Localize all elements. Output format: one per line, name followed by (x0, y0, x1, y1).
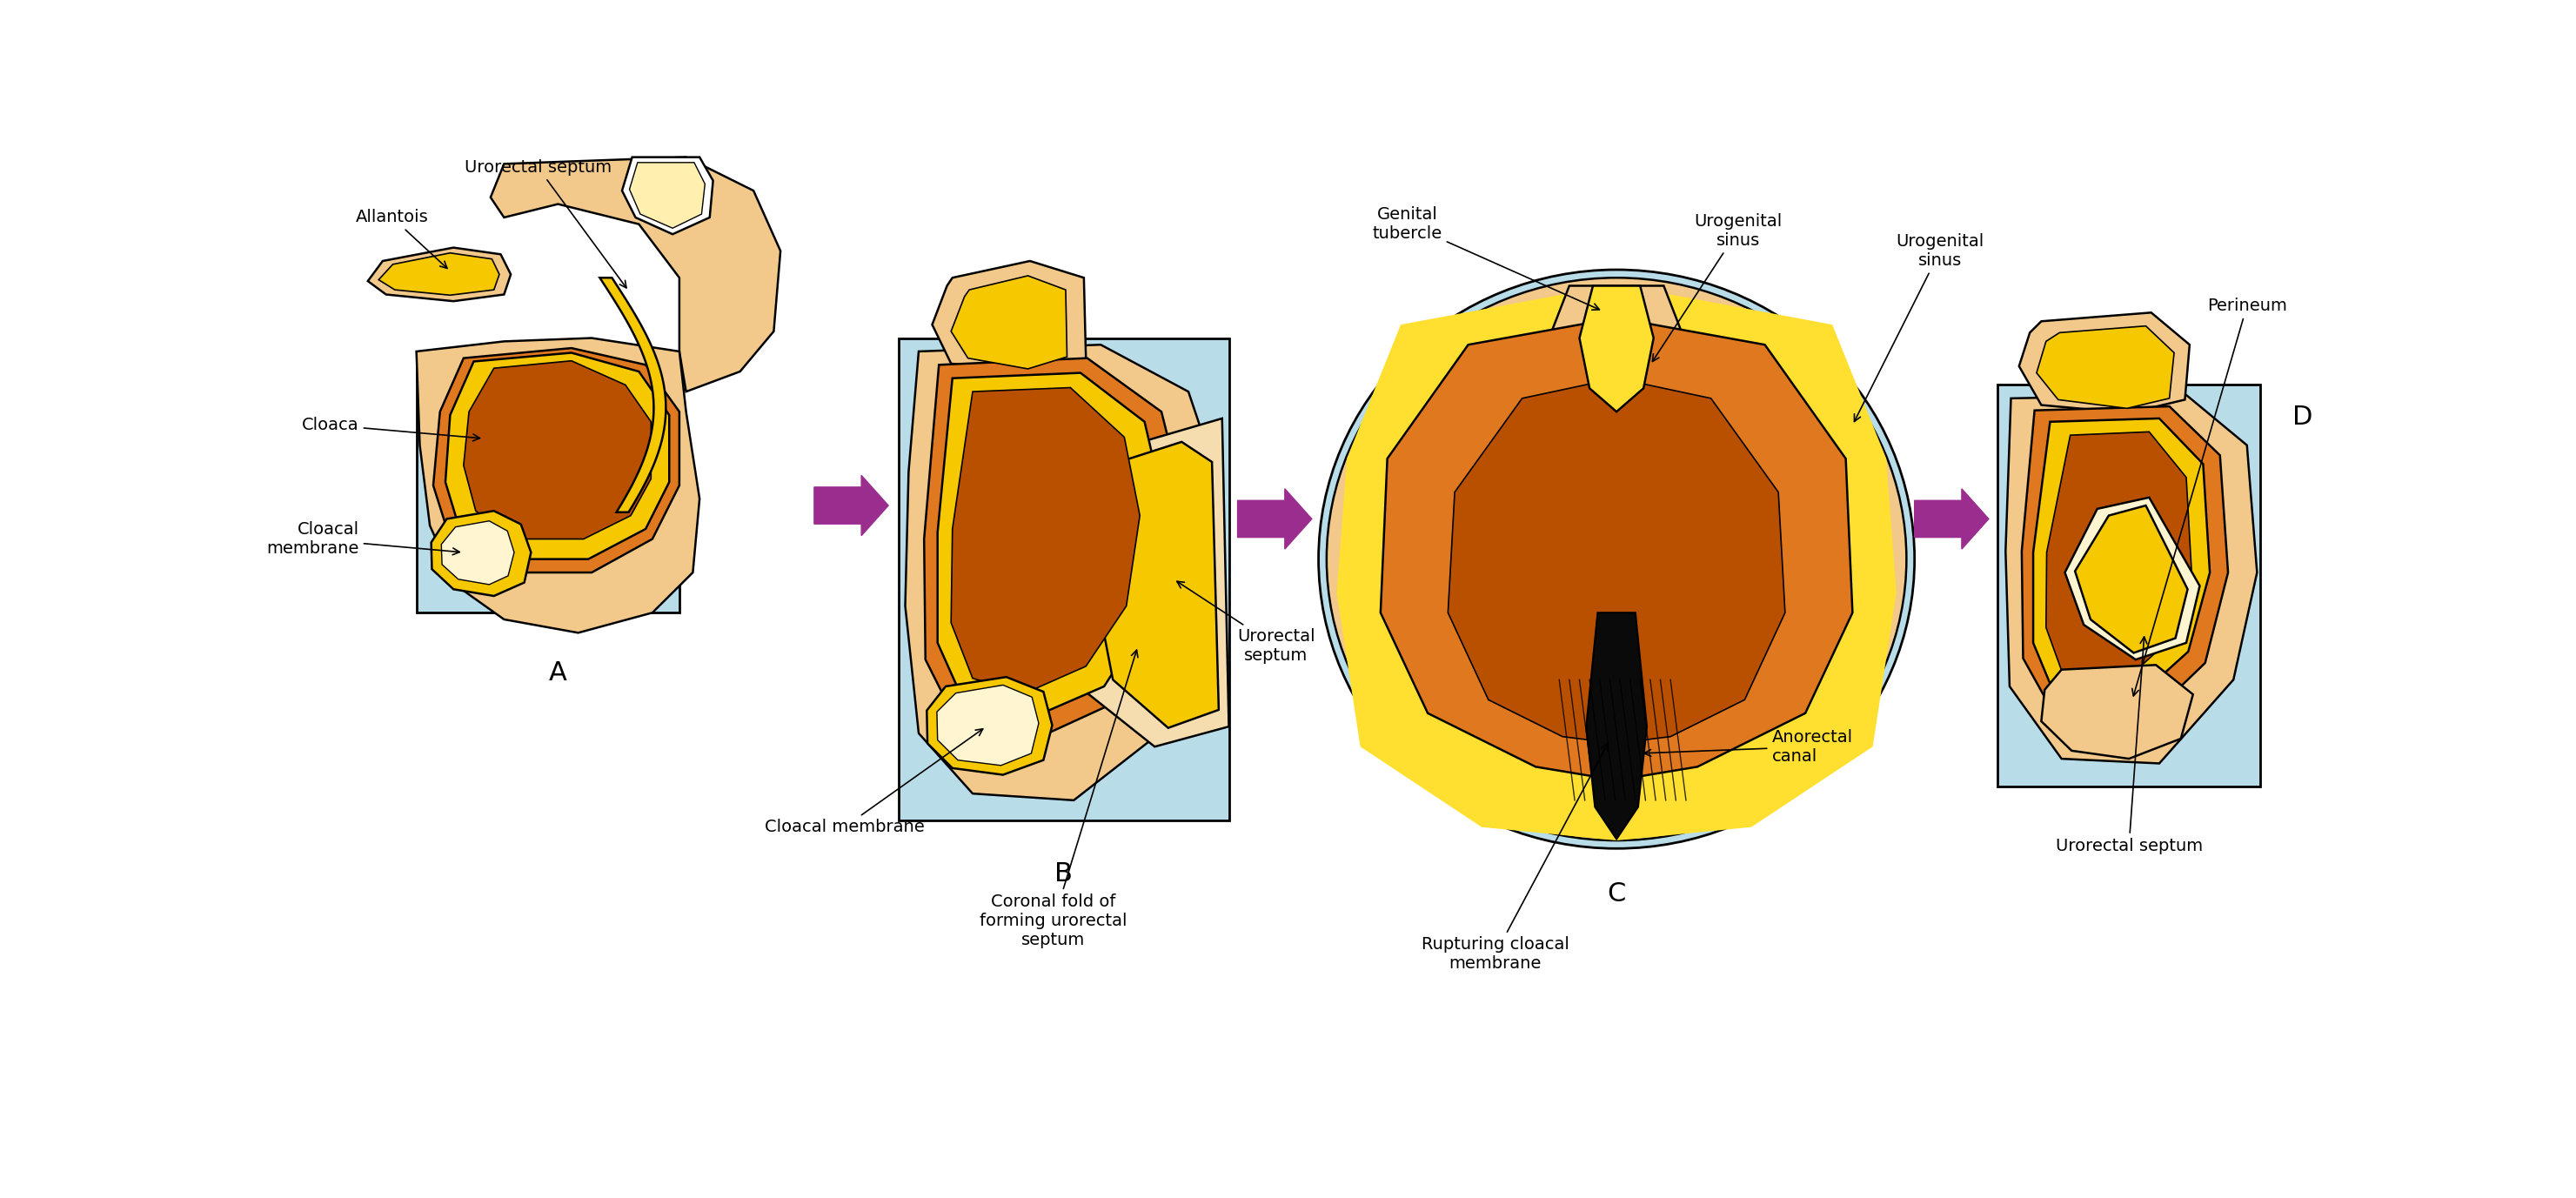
Polygon shape (600, 278, 665, 513)
Text: Cloacal membrane: Cloacal membrane (765, 728, 984, 835)
Text: Allantois: Allantois (355, 210, 448, 268)
Text: Coronal fold of
forming urorectal
septum: Coronal fold of forming urorectal septum (979, 651, 1139, 949)
Polygon shape (933, 261, 1087, 375)
Polygon shape (2045, 431, 2192, 685)
Polygon shape (464, 361, 652, 539)
FancyArrow shape (1914, 489, 1989, 549)
Polygon shape (2066, 497, 2200, 660)
Text: Urorectal septum: Urorectal septum (2056, 637, 2202, 854)
Text: Urogenital
sinus: Urogenital sinus (1855, 234, 1984, 422)
Polygon shape (440, 521, 515, 585)
Polygon shape (938, 373, 1164, 719)
Bar (899, 338, 1229, 821)
Polygon shape (1587, 612, 1646, 839)
Polygon shape (430, 510, 531, 595)
Text: Anorectal
canal: Anorectal canal (1643, 728, 1852, 764)
Polygon shape (1097, 442, 1218, 728)
Ellipse shape (1327, 278, 1906, 841)
Bar (417, 351, 680, 612)
Polygon shape (1074, 418, 1229, 746)
Text: C: C (1607, 882, 1625, 907)
Polygon shape (2007, 395, 2257, 763)
Polygon shape (2020, 313, 2190, 413)
FancyArrow shape (814, 476, 889, 536)
Text: Urogenital
sinus: Urogenital sinus (1651, 213, 1783, 362)
Polygon shape (1337, 284, 1896, 841)
Text: Cloaca: Cloaca (301, 417, 479, 441)
Polygon shape (433, 349, 680, 573)
Polygon shape (621, 157, 714, 234)
Polygon shape (446, 352, 670, 559)
Polygon shape (1381, 317, 1852, 780)
Ellipse shape (1319, 270, 1914, 848)
Polygon shape (2040, 665, 2192, 758)
Polygon shape (417, 338, 701, 633)
Text: Rupturing cloacal
membrane: Rupturing cloacal membrane (1422, 744, 1607, 973)
Text: Genital
tubercle: Genital tubercle (1373, 206, 1600, 310)
Polygon shape (368, 248, 510, 301)
Polygon shape (927, 677, 1051, 775)
Polygon shape (904, 345, 1221, 800)
Polygon shape (2038, 326, 2174, 409)
Polygon shape (925, 358, 1185, 740)
Polygon shape (938, 685, 1038, 766)
FancyArrow shape (1236, 489, 1311, 549)
Polygon shape (1548, 286, 1685, 418)
Polygon shape (629, 163, 706, 228)
Polygon shape (2032, 418, 2210, 706)
Polygon shape (2022, 406, 2228, 726)
Text: Cloacal
membrane: Cloacal membrane (265, 521, 459, 557)
Polygon shape (951, 388, 1139, 694)
Text: Urorectal septum: Urorectal septum (464, 159, 626, 288)
Polygon shape (951, 276, 1066, 369)
Text: A: A (549, 660, 567, 685)
Text: Perineum: Perineum (2133, 297, 2287, 696)
Polygon shape (379, 253, 500, 295)
Text: D: D (2293, 405, 2313, 430)
Text: Urorectal
septum: Urorectal septum (1177, 581, 1314, 664)
Polygon shape (1579, 286, 1654, 412)
Polygon shape (489, 157, 781, 392)
Polygon shape (2076, 506, 2187, 653)
Text: B: B (1054, 861, 1072, 887)
Polygon shape (1448, 379, 1785, 743)
Bar (1996, 385, 2259, 787)
